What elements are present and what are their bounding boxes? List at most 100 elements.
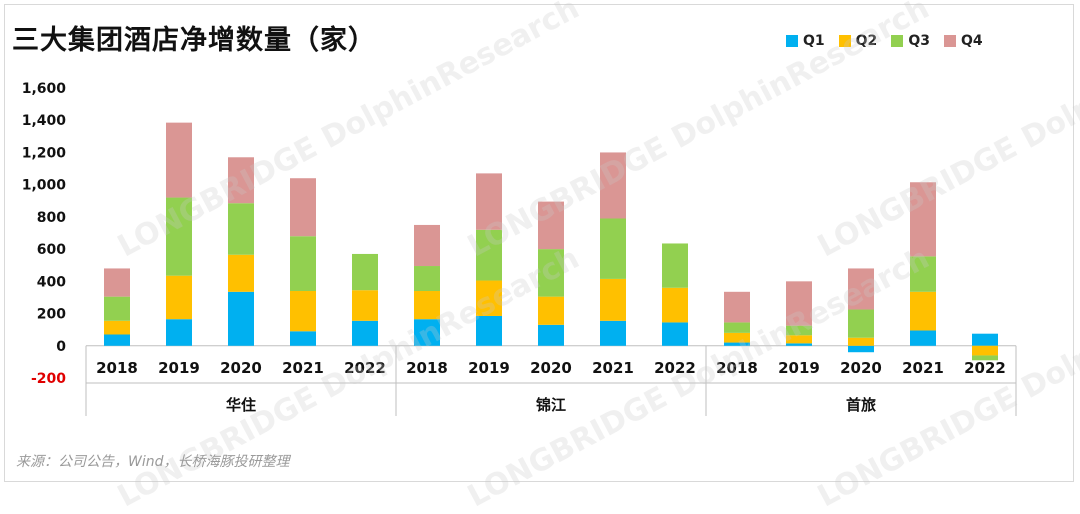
- bar-segment: [414, 291, 440, 320]
- bar-segment: [910, 330, 936, 346]
- bar-segment: [290, 178, 316, 237]
- x-tick-label-year: 2020: [840, 359, 882, 377]
- bar-segment: [414, 319, 440, 346]
- bar-segment: [228, 157, 254, 204]
- legend-swatch-q3: [891, 35, 904, 47]
- y-tick-label: 400: [37, 274, 66, 290]
- bar-segment: [972, 355, 998, 361]
- bar-segment: [724, 342, 750, 346]
- y-tick-label: 200: [37, 307, 66, 323]
- bar-segment: [786, 325, 812, 336]
- x-tick-label-year: 2019: [158, 359, 200, 377]
- bar-segment: [104, 320, 130, 335]
- legend: Q1 Q2 Q3 Q4: [786, 33, 983, 49]
- legend-item-q3: Q3: [891, 33, 930, 49]
- y-tick-label: 1,000: [22, 178, 67, 194]
- y-tick-label: -200: [31, 371, 66, 387]
- bar-segment: [290, 236, 316, 291]
- x-group-label: 锦江: [536, 396, 566, 414]
- source-note: 来源：公司公告，Wind，长桥海豚投研整理: [16, 454, 290, 470]
- x-tick-label-year: 2021: [282, 359, 324, 377]
- bar-segment: [290, 291, 316, 332]
- bar-segment: [476, 280, 502, 316]
- bar-segment: [104, 334, 130, 346]
- bar-segment: [972, 345, 998, 356]
- bar-segment: [786, 281, 812, 326]
- legend-item-q1: Q1: [786, 33, 825, 49]
- bar-segment: [848, 337, 874, 346]
- legend-swatch-q4: [943, 35, 956, 47]
- bar-segment: [476, 315, 502, 346]
- chart-title: 三大集团酒店净增数量（家）: [12, 25, 376, 56]
- bar-segment: [414, 266, 440, 291]
- bar-segment: [476, 173, 502, 230]
- x-tick-label-year: 2019: [778, 359, 820, 377]
- bar-segment: [228, 291, 254, 346]
- chart-frame: [4, 4, 1074, 482]
- bar-segment: [662, 243, 688, 288]
- bar-segment: [972, 333, 998, 346]
- bar-segment: [600, 320, 626, 346]
- bar-segment: [538, 249, 564, 297]
- bar-segment: [228, 254, 254, 292]
- legend-item-q2: Q2: [838, 33, 878, 49]
- bar-segment: [228, 203, 254, 255]
- x-tick-label-year: 2022: [344, 359, 386, 377]
- x-tick-label-year: 2020: [530, 359, 572, 377]
- bar-segment: [290, 331, 316, 346]
- x-tick-label-year: 2020: [220, 359, 262, 377]
- bar-segment: [166, 275, 192, 320]
- stacked-bar-chart: -200 0 200 400 600 800 1,000 1,200 1,400 1,600 201…: [22, 81, 1017, 416]
- bar-segment: [538, 296, 564, 325]
- legend-swatch-q1: [786, 35, 798, 47]
- bar-segment: [786, 343, 812, 346]
- bar-segment: [352, 253, 378, 291]
- bar-segment: [538, 201, 564, 250]
- bar-segment: [600, 278, 626, 321]
- y-tick-label: 600: [37, 242, 66, 258]
- bar-segment: [476, 229, 502, 281]
- x-tick-label-year: 2018: [406, 359, 448, 377]
- y-tick-label: 0: [56, 339, 66, 355]
- bar-segment: [600, 152, 626, 219]
- bar-segment: [166, 197, 192, 276]
- y-tick-label: 800: [37, 210, 66, 226]
- bar-segment: [104, 296, 130, 321]
- bar-segment: [538, 324, 564, 346]
- legend-label-q3: Q3: [908, 33, 930, 49]
- bar-segment: [910, 256, 936, 292]
- bar-segment: [724, 332, 750, 343]
- bar-segment: [848, 309, 874, 338]
- bar-segment: [166, 319, 192, 346]
- bar-segment: [352, 320, 378, 346]
- bar-segment: [104, 268, 130, 297]
- x-tick-label-year: 2022: [964, 359, 1006, 377]
- bar-segment: [910, 182, 936, 257]
- bar-segment: [600, 218, 626, 279]
- legend-label-q2: Q2: [855, 33, 878, 49]
- legend-item-q4: Q4: [943, 33, 983, 49]
- x-tick-label-year: 2018: [716, 359, 758, 377]
- bar-segment: [848, 345, 874, 353]
- bar-segment: [910, 291, 936, 331]
- bar-segment: [166, 122, 192, 198]
- y-tick-label: 1,400: [22, 113, 67, 129]
- x-tick-label-year: 2021: [902, 359, 944, 377]
- x-group-label: 首旅: [846, 396, 876, 414]
- legend-label-q1: Q1: [803, 33, 825, 49]
- legend-swatch-q2: [838, 35, 851, 47]
- x-tick-label-year: 2018: [96, 359, 138, 377]
- bar-segment: [414, 224, 440, 267]
- x-tick-label-year: 2019: [468, 359, 510, 377]
- bar-segment: [662, 287, 688, 323]
- bar-segment: [352, 290, 378, 321]
- x-tick-label-year: 2022: [654, 359, 696, 377]
- bar-segment: [786, 335, 812, 344]
- x-group-label: 华住: [226, 396, 256, 414]
- bar-segment: [848, 268, 874, 310]
- y-tick-label: 1,200: [22, 145, 67, 161]
- bar-segment: [724, 322, 750, 333]
- bar-segment: [724, 291, 750, 323]
- legend-label-q4: Q4: [960, 33, 983, 49]
- bar-segment: [662, 322, 688, 346]
